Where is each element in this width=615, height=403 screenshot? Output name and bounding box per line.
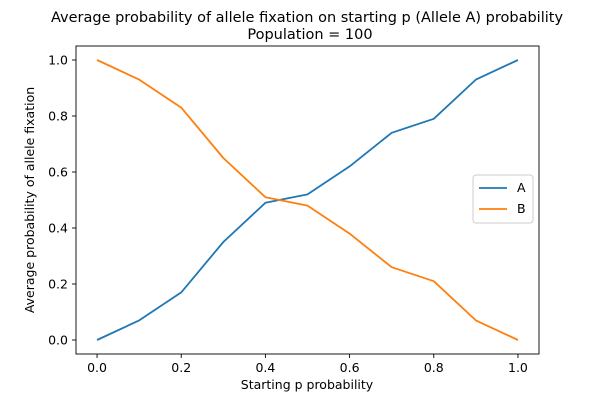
y-tick-label: 0.0 (48, 333, 68, 348)
legend-label-a: A (517, 180, 526, 195)
plot-area (75, 45, 540, 355)
y-tick-label: 0.6 (48, 165, 68, 180)
series-line-a (96, 59, 519, 341)
x-tick-label: 0.0 (87, 360, 107, 375)
y-axis-label: Average probability of allele fixation (22, 87, 37, 313)
y-tick-label: 0.2 (48, 277, 68, 292)
series-line-b (96, 59, 519, 341)
legend: A B (472, 174, 534, 224)
x-tick-label: 0.8 (424, 360, 444, 375)
x-tick-label: 1.0 (508, 360, 528, 375)
series-lines (96, 59, 519, 341)
x-axis-label: Starting p probability (241, 377, 374, 392)
chart-title: Average probability of allele fixation o… (51, 10, 563, 26)
y-tick-label: 1.0 (48, 53, 68, 68)
x-tick-label: 0.2 (171, 360, 191, 375)
y-tick-label: 0.4 (48, 221, 68, 236)
legend-box (472, 174, 534, 224)
x-axis-ticks: 0.0 0.2 0.4 0.6 0.8 1.0 (87, 354, 528, 375)
y-axis-ticks: 0.0 0.2 0.4 0.6 0.8 1.0 (48, 53, 76, 348)
x-tick-label: 0.6 (340, 360, 360, 375)
y-tick-label: 0.8 (48, 109, 68, 124)
chart-subtitle: Population = 100 (247, 27, 372, 43)
x-tick-label: 0.4 (255, 360, 275, 375)
legend-label-b: B (517, 201, 526, 216)
